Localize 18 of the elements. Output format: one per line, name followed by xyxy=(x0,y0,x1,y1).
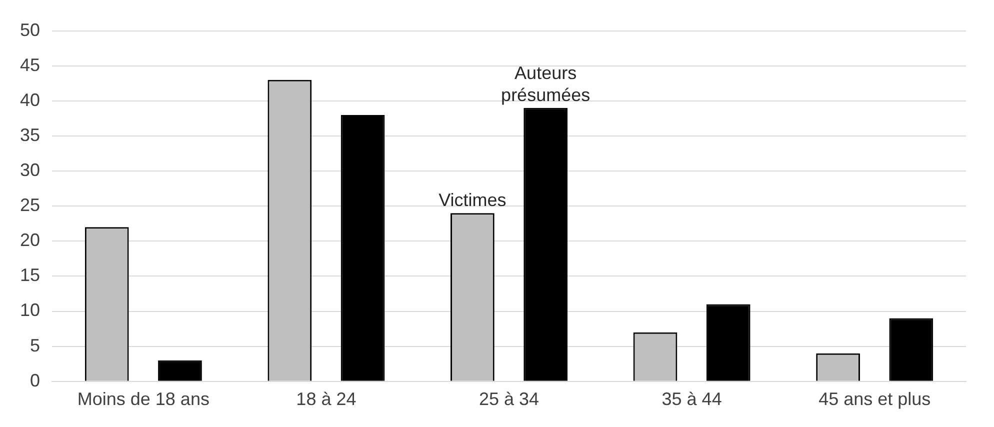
y-tick-label: 40 xyxy=(20,90,40,110)
x-tick-label: 45 ans et plus xyxy=(818,389,931,410)
y-tick-label: 30 xyxy=(20,160,40,180)
x-tick-label: 25 à 34 xyxy=(478,389,540,410)
y-tick-label: 15 xyxy=(20,265,40,286)
x-tick-label: Moins de 18 ans xyxy=(77,389,210,410)
x-tick-label: 18 à 24 xyxy=(296,389,356,410)
y-tick-label: 10 xyxy=(20,300,40,320)
y-tick-label: 20 xyxy=(20,230,40,250)
y-tick-label: 50 xyxy=(20,20,40,40)
y-tick-label: 0 xyxy=(30,370,40,390)
x-tick-label: 35 à 44 xyxy=(662,389,722,410)
y-tick-label: 45 xyxy=(20,54,40,75)
series-label: Victimes xyxy=(438,190,506,210)
series-label: Auteurs présumées xyxy=(501,62,590,105)
y-tick-label: 5 xyxy=(30,335,40,356)
y-tick-label: 35 xyxy=(20,124,40,145)
y-tick-label: 25 xyxy=(20,195,40,216)
